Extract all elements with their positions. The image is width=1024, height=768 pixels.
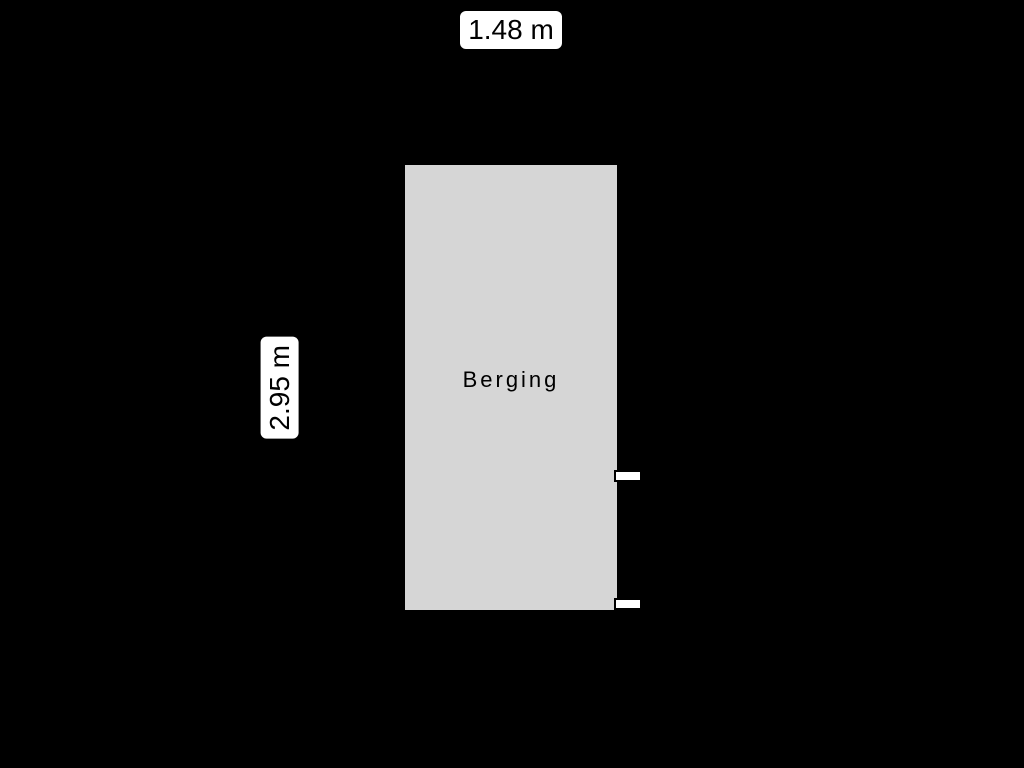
door-rail (635, 482, 638, 598)
door-icon (614, 470, 642, 610)
dimension-width-label: 1.48 m (460, 11, 562, 49)
dimension-height-label: 2.95 m (261, 337, 299, 439)
door-cap-top (614, 470, 642, 482)
floorplan-canvas: Berging 1.48 m 2.95 m (0, 0, 1024, 768)
door-cap-bottom (614, 598, 642, 610)
room-label: Berging (463, 367, 560, 393)
door-rail (619, 482, 622, 598)
door-rail (627, 482, 630, 598)
